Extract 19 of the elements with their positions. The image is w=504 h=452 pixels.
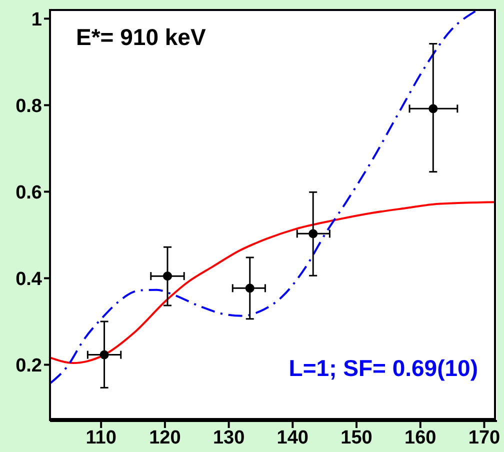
y-tick-label: 0.6 (16, 182, 42, 204)
point (308, 229, 318, 238)
x-tick-label: 130 (212, 427, 245, 448)
y-tick-label: 0.2 (16, 356, 42, 377)
x-tick-label: 120 (149, 427, 181, 448)
annotation: E*= 910 keV (76, 24, 206, 51)
y-tick-label: 0.8 (16, 96, 42, 117)
point (428, 104, 438, 114)
y-tick-label: 1 (31, 9, 42, 30)
x-tick-label: 160 (404, 427, 436, 448)
y-tick-label: 0.4 (16, 268, 42, 290)
x-tick-label: 110 (86, 427, 116, 448)
x-tick-label: 140 (276, 427, 309, 448)
point (162, 272, 172, 281)
point (100, 350, 109, 360)
annotation: L=1; SF= 0.69(10) (288, 355, 478, 382)
x-tick-label: 150 (340, 427, 372, 448)
x-tick-label: 170 (468, 427, 500, 448)
point (245, 284, 254, 293)
